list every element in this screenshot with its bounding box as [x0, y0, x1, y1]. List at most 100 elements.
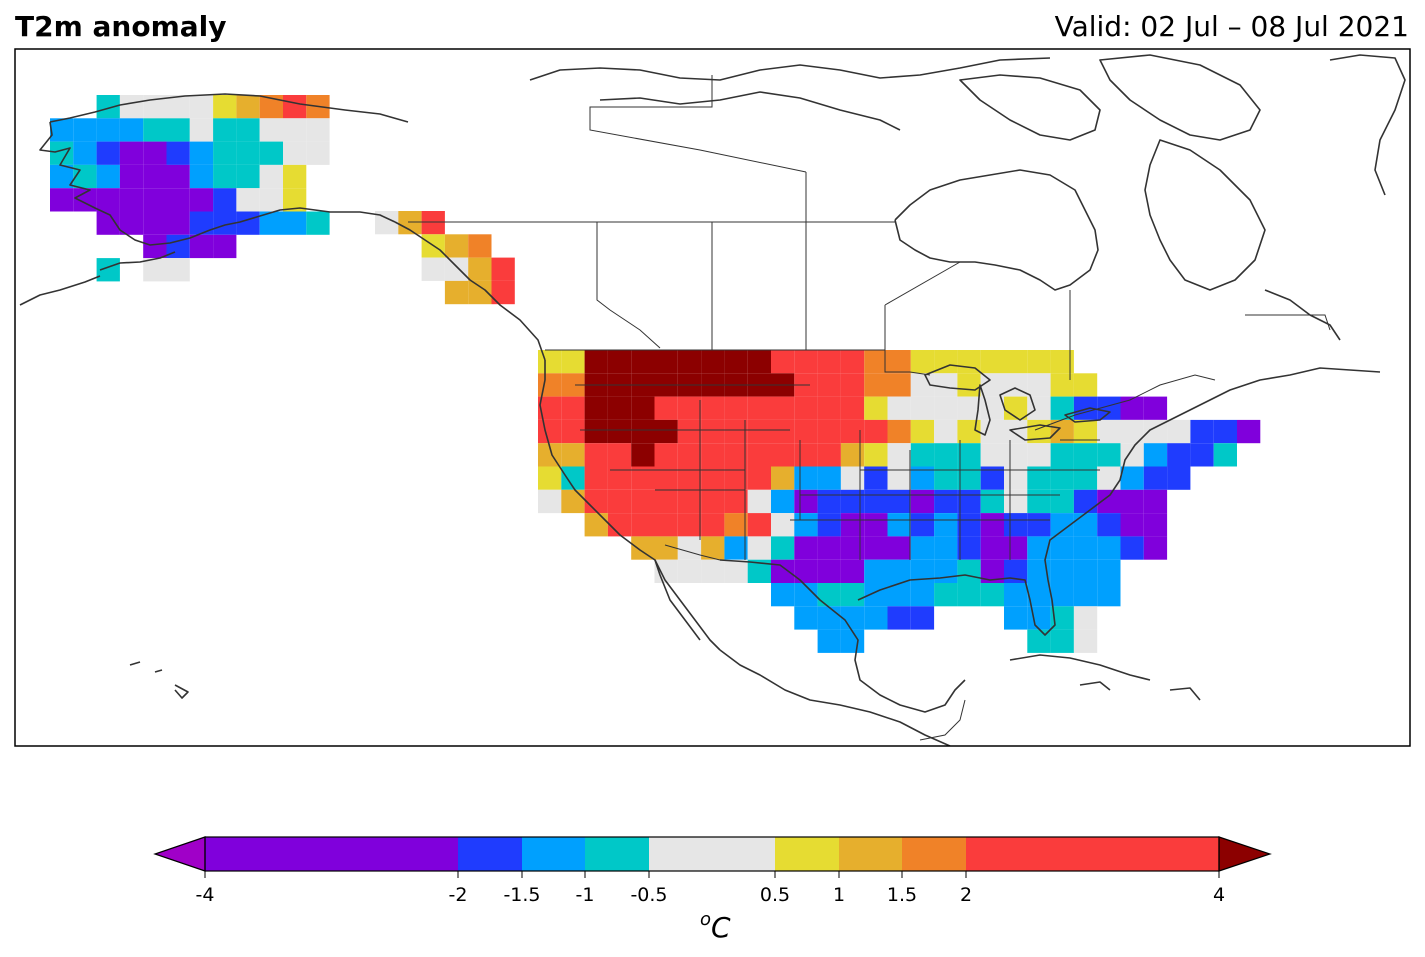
- colorbar-tick-label: 2: [960, 884, 972, 906]
- grid-cell: [631, 513, 655, 537]
- grid-cell: [561, 373, 585, 397]
- grid-cell: [259, 95, 283, 119]
- grid-cell: [236, 141, 260, 165]
- grid-cell: [957, 396, 981, 420]
- grid-cell: [1143, 489, 1168, 514]
- grid-cell: [934, 419, 958, 444]
- grid-cell: [96, 118, 120, 142]
- political-borders: [408, 75, 1331, 741]
- colorbar-bin: [458, 837, 522, 871]
- colorbar-bin: [205, 837, 458, 871]
- grid-cell: [957, 443, 981, 467]
- grid-cell: [701, 513, 725, 537]
- grid-cell: [910, 583, 935, 607]
- grid-cell: [1120, 536, 1144, 560]
- colorbar-tick-label: -4: [196, 884, 215, 906]
- grid-cell: [1120, 419, 1144, 444]
- grid-cell: [1027, 513, 1051, 537]
- grid-cell: [283, 95, 307, 119]
- grid-cell: [654, 466, 678, 490]
- colorbar-unit: oC: [700, 909, 731, 944]
- grid-cell: [259, 141, 283, 165]
- grid-cell: [538, 373, 562, 397]
- grid-cell: [934, 466, 958, 490]
- grid-cell: [119, 141, 144, 165]
- grid-cell: [747, 513, 771, 537]
- grid-cell: [747, 443, 771, 467]
- grid-cell: [980, 489, 1004, 514]
- colorbar-bin: [839, 837, 902, 871]
- grid-cell: [864, 606, 888, 630]
- grid-cell: [724, 536, 748, 560]
- grid-cell: [840, 489, 865, 514]
- grid-cell: [96, 141, 120, 165]
- grid-cell: [980, 559, 1004, 583]
- grid-cell: [677, 443, 702, 467]
- grid-cell: [701, 443, 725, 467]
- grid-cell: [677, 466, 702, 490]
- grid-cell: [887, 606, 911, 630]
- grid-cell: [840, 396, 865, 420]
- grid-cell: [840, 466, 865, 490]
- grid-cell: [73, 141, 97, 165]
- grid-cell: [747, 489, 771, 514]
- grid-cell: [1143, 396, 1168, 420]
- grid-cell: [259, 211, 283, 235]
- grid-cell: [50, 118, 74, 142]
- grid-cell: [1097, 443, 1121, 467]
- grid-cell: [701, 489, 725, 514]
- grid-cell: [213, 164, 237, 189]
- grid-cell: [607, 466, 632, 490]
- grid-cell: [96, 188, 120, 212]
- grid-cell: [119, 95, 144, 119]
- grid-cell: [468, 234, 492, 258]
- grid-cell: [444, 280, 469, 305]
- grid-cell: [375, 211, 399, 235]
- grid-cell: [980, 536, 1004, 560]
- grid-cell: [817, 629, 841, 653]
- grid-cell: [817, 466, 841, 490]
- grid-cell: [980, 466, 1004, 490]
- grid-cell: [607, 443, 632, 467]
- grid-cell: [143, 234, 167, 259]
- grid-cell: [654, 513, 678, 537]
- grid-cell: [910, 443, 935, 467]
- grid-cell: [887, 466, 911, 490]
- grid-cell: [189, 164, 214, 189]
- grid-cell: [1027, 443, 1051, 467]
- grid-cell: [654, 536, 678, 560]
- grid-cell: [1004, 559, 1028, 583]
- grid-cell: [817, 350, 841, 374]
- colorbar-tick-label: -2: [449, 884, 468, 906]
- grid-cell: [794, 606, 818, 630]
- grid-cell: [654, 489, 678, 514]
- grid-cell: [887, 419, 911, 444]
- grid-cell: [887, 559, 911, 583]
- colorbar-tick-label: 4: [1213, 884, 1225, 906]
- grid-cell: [561, 419, 585, 444]
- grid-cell: [50, 188, 74, 212]
- grid-cell: [1073, 536, 1098, 560]
- colorbar-ticks: -4 -2 -1.5 -1 -0.5 0.5 1 1.5 2 4: [196, 871, 1225, 906]
- grid-cell: [1050, 559, 1074, 583]
- colorbar-tick-label: 1: [833, 884, 845, 906]
- grid-cell: [887, 373, 911, 397]
- grid-cell: [1097, 419, 1121, 444]
- grid-cell: [584, 419, 608, 444]
- grid-cell: [1097, 559, 1121, 583]
- grid-cell: [189, 234, 214, 259]
- grid-cell: [166, 211, 190, 235]
- grid-cell: [1050, 536, 1074, 560]
- grid-cell: [1073, 419, 1098, 444]
- grid-cell: [864, 559, 888, 583]
- grid-cell: [607, 513, 632, 537]
- grid-cell: [96, 258, 120, 282]
- grid-cell: [143, 164, 167, 189]
- grid-cell: [934, 350, 958, 374]
- grid-cell: [840, 559, 865, 583]
- grid-cell: [468, 280, 492, 305]
- grid-cell: [1004, 350, 1028, 374]
- grid-cell: [980, 513, 1004, 537]
- coastlines: [19, 54, 1406, 746]
- grid-cell: [980, 583, 1004, 607]
